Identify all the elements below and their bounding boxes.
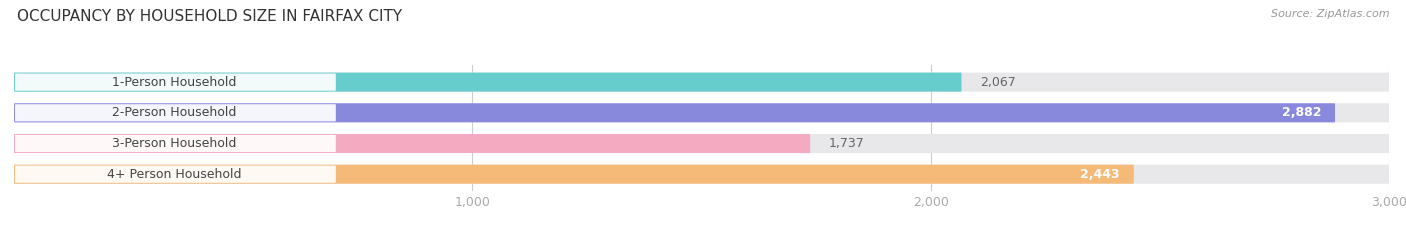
Text: OCCUPANCY BY HOUSEHOLD SIZE IN FAIRFAX CITY: OCCUPANCY BY HOUSEHOLD SIZE IN FAIRFAX C… [17,9,402,24]
FancyBboxPatch shape [14,134,1389,153]
Text: 2,443: 2,443 [1080,168,1121,181]
FancyBboxPatch shape [15,166,336,183]
FancyBboxPatch shape [14,165,1133,184]
Text: 2,882: 2,882 [1282,106,1322,119]
Text: Source: ZipAtlas.com: Source: ZipAtlas.com [1271,9,1389,19]
Text: 2,067: 2,067 [980,76,1015,89]
Text: 3-Person Household: 3-Person Household [112,137,236,150]
FancyBboxPatch shape [14,73,1389,92]
FancyBboxPatch shape [15,135,336,152]
Text: 2-Person Household: 2-Person Household [112,106,236,119]
FancyBboxPatch shape [15,74,336,91]
FancyBboxPatch shape [14,165,1389,184]
FancyBboxPatch shape [14,134,810,153]
FancyBboxPatch shape [14,103,1336,122]
FancyBboxPatch shape [14,73,962,92]
FancyBboxPatch shape [14,103,1389,122]
FancyBboxPatch shape [15,104,336,121]
Text: 1-Person Household: 1-Person Household [112,76,236,89]
Text: 4+ Person Household: 4+ Person Household [107,168,242,181]
Text: 1,737: 1,737 [828,137,865,150]
